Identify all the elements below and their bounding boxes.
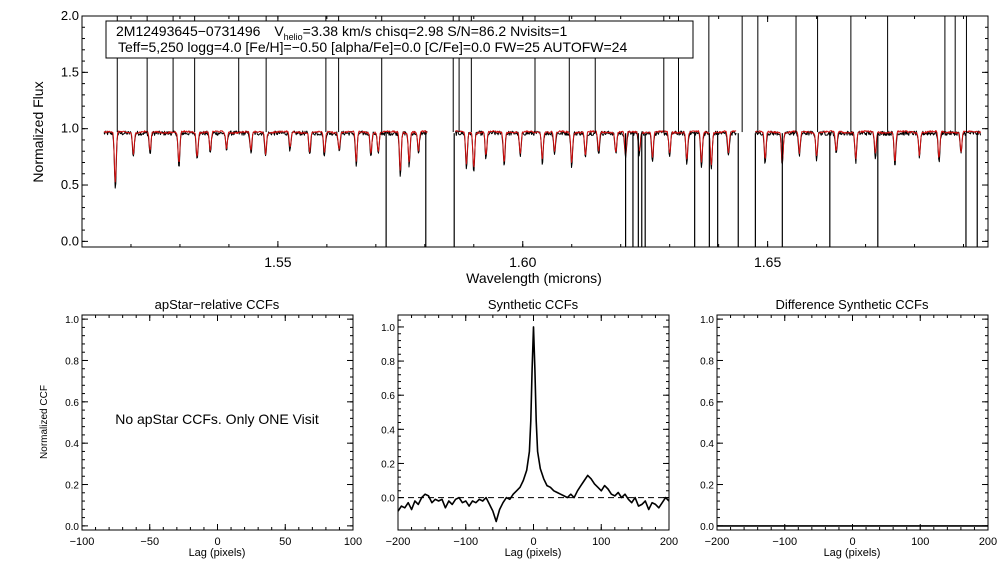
info-line-1: 2M12493645−0731496 Vhelio=3.38 km/s chis…: [116, 23, 567, 42]
difference-ccf-frame: [716, 314, 989, 531]
apstar-ccf-x-tick-label: 0: [214, 536, 220, 548]
spectrum-x-label: Wavelength (microns): [466, 270, 602, 286]
difference-ccf-x-tick-label: −100: [772, 536, 797, 548]
spectrum-y-label: Normalized Flux: [30, 81, 46, 182]
model-spectrum-chip-1: [103, 130, 428, 183]
synthetic-ccf-x-label: Lag (pixels): [505, 547, 562, 559]
synthetic-ccf-x-tick-label: −200: [386, 536, 411, 548]
apstar-ccf-y-tick-label: 0.0: [65, 522, 79, 533]
spectrum-y-tick-label: 1.0: [61, 121, 79, 136]
spectrum-x-tick-label: 1.55: [264, 254, 291, 270]
observed-spectrum-chip-3: [754, 130, 981, 166]
difference-ccf-x-tick-label: −200: [705, 536, 730, 548]
difference-ccf-y-tick-label: 0.6: [700, 398, 714, 409]
info-line-2: Teff=5,250 logg=4.0 [Fe/H]=−0.50 [alpha/…: [118, 39, 627, 55]
apstar-ccf-y-tick-label: 1.0: [65, 315, 79, 326]
synthetic-ccf-y-tick-label: 0.0: [381, 494, 395, 505]
synthetic-ccf-traces: [397, 326, 670, 523]
synthetic-ccf-y-tick-label: 0.8: [381, 357, 395, 368]
apstar-ccf-message: No apStar CCFs. Only ONE Visit: [115, 411, 319, 427]
synthetic-ccf-y-tick-label: 0.4: [381, 425, 395, 436]
spectrum-plot-frame: [81, 15, 989, 248]
difference-ccf-title: Difference Synthetic CCFs: [776, 297, 929, 312]
info-box-frame: [105, 20, 694, 59]
difference-ccf-y-tick-label: 1.0: [700, 315, 714, 326]
apstar-ccf-y-tick-label: 0.6: [65, 398, 79, 409]
apstar-ccf-title: apStar−relative CCFs: [155, 297, 280, 312]
synthetic-ccf-x-tick-label: 200: [660, 536, 678, 548]
difference-ccf-x-tick-label: 0: [849, 536, 855, 548]
apstar-ccf-x-tick-label: −100: [70, 536, 95, 548]
synthetic-ccf-panel: −200 −100 0 100 200 0.0 0.2 0.4 0.6 0.8 1.0 Synthe…: [381, 297, 678, 559]
apstar-ccf-y-tick-label: 0.8: [65, 356, 79, 367]
model-spectrum-chip-2: [455, 130, 737, 168]
spectrum-panel: 1.55 1.60 1.65 0.0 0.5 1.0 1.5 2.0 2M12493645−0…: [30, 8, 989, 286]
apstar-ccf-x-tick-label: −50: [140, 536, 159, 548]
synthetic-ccf-x-tick-label: 0: [530, 536, 536, 548]
apstar-ccf-y-label: Normalized CCF: [39, 385, 50, 459]
synthetic-ccf-y-tick-label: 1.0: [381, 323, 395, 334]
synthetic-ccf-line: [397, 326, 670, 523]
star-id: 2M12493645−0731496: [116, 23, 261, 39]
apstar-ccf-y-tick-label: 0.2: [65, 481, 79, 492]
difference-ccf-panel: −200 −100 0 100 200 0.0 0.2 0.4 0.6 0.8 1.0 Differ…: [700, 297, 997, 559]
synthetic-ccf-ticks: −200 −100 0 100 200 0.0 0.2 0.4 0.6 0.8 1.0: [381, 315, 678, 548]
apstar-ccf-panel: −100 −50 0 50 100 0.0 0.2 0.4 0.6 0.8 1.0 apStar−r…: [39, 297, 362, 559]
difference-ccf-y-tick-label: 0.8: [700, 356, 714, 367]
apstar-ccf-x-tick-label: 100: [344, 536, 362, 548]
spectrum-y-tick-label: 0.0: [61, 233, 79, 248]
spectrum-x-tick-label: 1.65: [754, 254, 781, 270]
apstar-ccf-x-tick-label: 50: [279, 536, 291, 548]
info-line-1-values: =3.38 km/s chisq=2.98 S/N=86.2 Nvisits=1: [303, 23, 568, 39]
v-helio-subscript: helio: [284, 32, 303, 42]
difference-ccf-y-tick-label: 0.0: [700, 522, 714, 533]
difference-ccf-x-tick-label: 200: [979, 536, 997, 548]
difference-ccf-x-label: Lag (pixels): [824, 547, 881, 559]
apstar-ccf-y-tick-label: 0.4: [65, 439, 79, 450]
spectrum-y-tick-label: 2.0: [61, 8, 79, 23]
synthetic-ccf-x-tick-label: −100: [453, 536, 478, 548]
synthetic-ccf-y-tick-label: 0.6: [381, 391, 395, 402]
apstar-ccf-ticks: −100 −50 0 50 100 0.0 0.2 0.4 0.6 0.8 1.0: [65, 315, 362, 548]
synthetic-ccf-title: Synthetic CCFs: [488, 297, 579, 312]
apstar-ccf-x-label: Lag (pixels): [189, 547, 246, 559]
difference-ccf-x-tick-label: 100: [911, 536, 929, 548]
spectrum-x-tick-label: 1.60: [509, 254, 536, 270]
difference-ccf-y-tick-label: 0.4: [700, 439, 714, 450]
synthetic-ccf-y-tick-label: 0.2: [381, 459, 395, 470]
observed-spectrum-chip-2: [454, 130, 737, 172]
spectrum-y-tick-label: 1.5: [61, 64, 79, 79]
spectrum-y-tick-label: 0.5: [61, 177, 79, 192]
spectrum-ticks: 1.55 1.60 1.65 0.0 0.5 1.0 1.5 2.0: [61, 8, 988, 270]
difference-ccf-ticks: −200 −100 0 100 200 0.0 0.2 0.4 0.6 0.8 1.0: [700, 315, 997, 548]
synthetic-ccf-x-tick-label: 100: [592, 536, 610, 548]
spectrum-info-box: 2M12493645−0731496 Vhelio=3.38 km/s chis…: [105, 20, 694, 59]
difference-ccf-y-tick-label: 0.2: [700, 481, 714, 492]
model-spectrum-chip-3: [755, 130, 981, 164]
v-helio-symbol: V: [274, 23, 284, 39]
observed-spectrum-chip-1: [103, 130, 428, 189]
